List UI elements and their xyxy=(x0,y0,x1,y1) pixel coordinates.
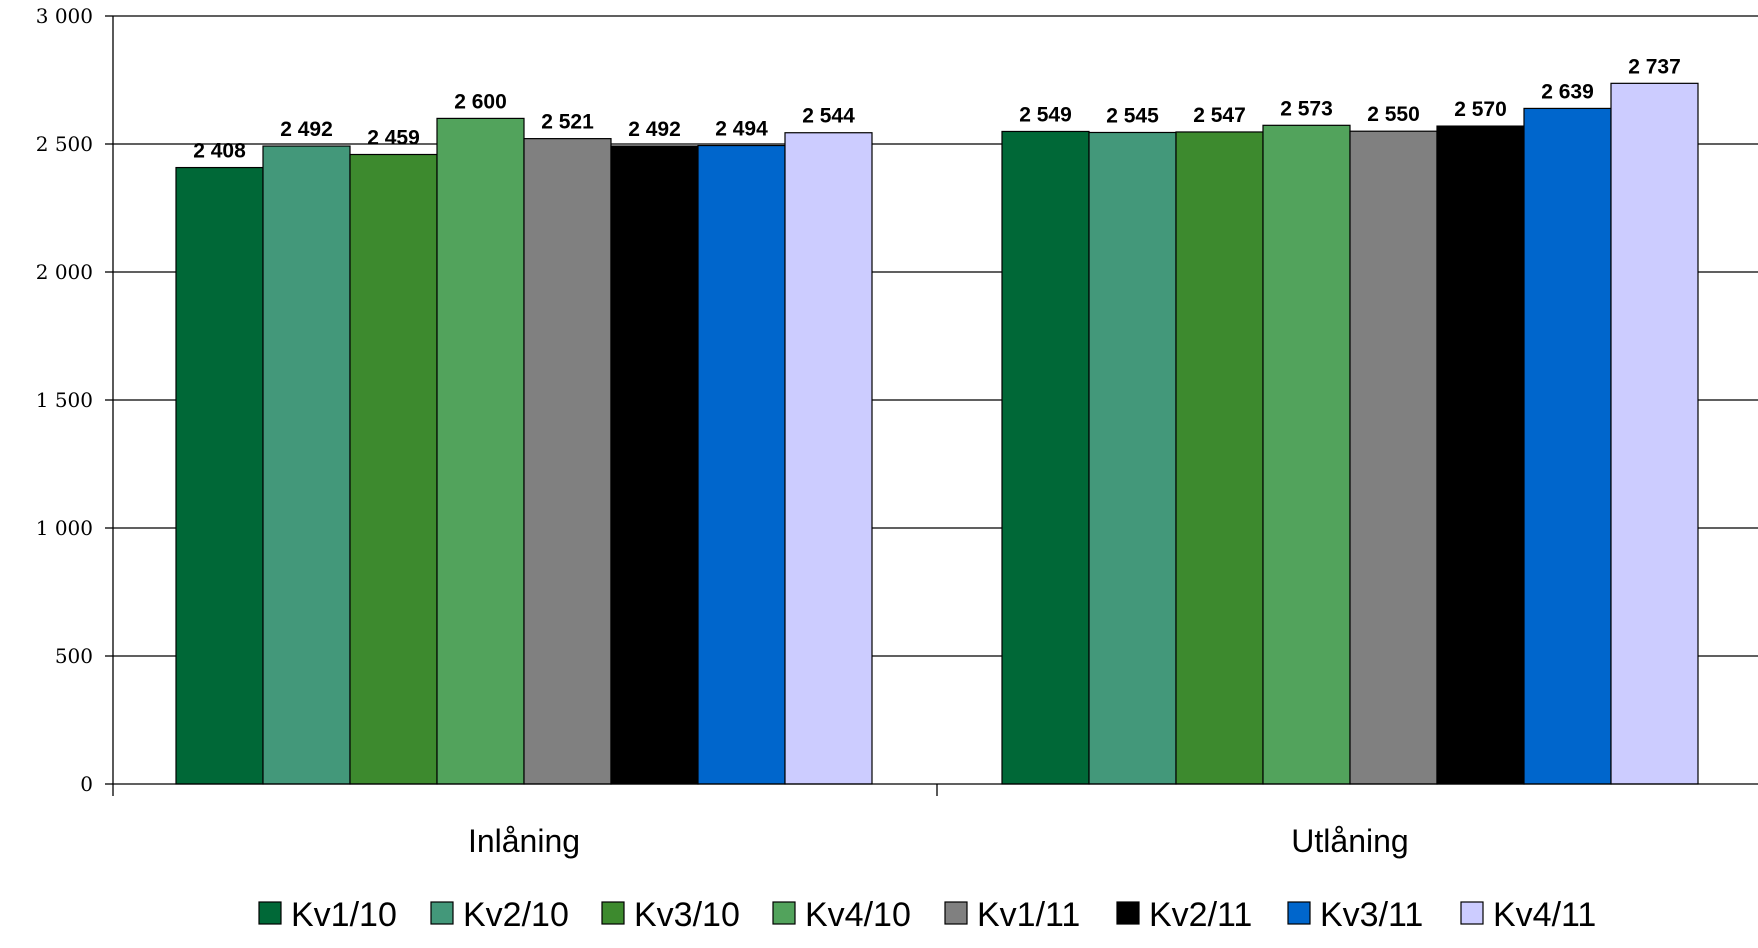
y-tick-label: 3 000 xyxy=(36,4,93,28)
legend-label: Kv4/10 xyxy=(805,896,911,934)
legend-label: Kv4/11 xyxy=(1493,896,1596,934)
data-label: 2 570 xyxy=(1454,98,1507,121)
bar xyxy=(1610,82,1699,785)
bar xyxy=(610,145,699,785)
legend-swatch xyxy=(944,901,968,925)
legend-swatch xyxy=(430,901,454,925)
data-label: 2 600 xyxy=(454,90,507,113)
legend-swatch xyxy=(772,901,796,925)
bar xyxy=(1436,125,1525,785)
data-label: 2 547 xyxy=(1193,104,1246,127)
legend-item: Kv2/11 xyxy=(1116,896,1252,934)
y-tick-label: 0 xyxy=(80,772,93,796)
data-label: 2 639 xyxy=(1541,80,1594,103)
data-label: 2 492 xyxy=(280,118,333,141)
bar xyxy=(175,166,264,785)
legend-label: Kv1/11 xyxy=(977,896,1080,934)
data-label: 2 408 xyxy=(193,140,246,163)
bars xyxy=(175,82,1699,785)
legend-label: Kv2/11 xyxy=(1149,896,1252,934)
bar xyxy=(262,145,351,785)
legend-item: Kv1/10 xyxy=(258,896,397,934)
bar xyxy=(1088,131,1177,785)
category-label: Utlåning xyxy=(1291,823,1408,859)
legend-label: Kv2/10 xyxy=(463,896,569,934)
data-label: 2 521 xyxy=(541,111,594,134)
legend-item: Kv3/10 xyxy=(601,896,740,934)
y-tick-label: 500 xyxy=(55,644,93,668)
axes: 0 500 1 000 1 500 2 000 2 500 3 000 Inlåning Utl… xyxy=(36,4,1758,859)
bar xyxy=(349,153,438,785)
y-tick-label: 2 500 xyxy=(36,132,93,156)
bar xyxy=(1523,107,1612,785)
legend-swatch xyxy=(1116,901,1140,925)
y-tick-label: 2 000 xyxy=(36,260,93,284)
legend-label: Kv1/10 xyxy=(291,896,397,934)
legend: Kv1/10 Kv2/10 Kv3/10 Kv4/10 Kv1/11 Kv2/11 Kv3/… xyxy=(258,896,1596,934)
legend-item: Kv4/11 xyxy=(1460,896,1596,934)
legend-item: Kv1/11 xyxy=(944,896,1080,934)
legend-swatch xyxy=(601,901,625,925)
legend-label: Kv3/11 xyxy=(1320,896,1423,934)
bar xyxy=(1175,131,1264,785)
data-label: 2 573 xyxy=(1280,97,1333,120)
legend-swatch xyxy=(1287,901,1311,925)
data-labels: 2 408 2 549 2 492 2 545 2 459 2 547 2 600 2 573… xyxy=(193,55,1681,162)
data-label: 2 492 xyxy=(628,118,681,141)
data-label: 2 549 xyxy=(1019,103,1072,126)
data-label: 2 494 xyxy=(715,118,768,141)
data-label: 2 459 xyxy=(367,126,420,149)
category-label: Inlåning xyxy=(468,823,580,859)
data-label: 2 737 xyxy=(1628,55,1681,78)
bar xyxy=(436,117,525,785)
legend-label: Kv3/10 xyxy=(634,896,740,934)
legend-swatch xyxy=(258,901,282,925)
bar xyxy=(697,144,786,785)
bar xyxy=(784,132,873,785)
y-tick-label: 1 500 xyxy=(36,388,93,412)
bar xyxy=(1001,130,1090,785)
legend-item: Kv3/11 xyxy=(1287,896,1423,934)
y-tick-label: 1 000 xyxy=(36,516,93,540)
bar xyxy=(523,138,612,785)
data-label: 2 545 xyxy=(1106,104,1159,127)
legend-item: Kv4/10 xyxy=(772,896,911,934)
legend-swatch xyxy=(1460,901,1484,925)
data-label: 2 550 xyxy=(1367,103,1420,126)
legend-item: Kv2/10 xyxy=(430,896,569,934)
bar xyxy=(1349,130,1438,785)
data-label: 2 544 xyxy=(802,105,855,128)
bar xyxy=(1262,124,1351,785)
